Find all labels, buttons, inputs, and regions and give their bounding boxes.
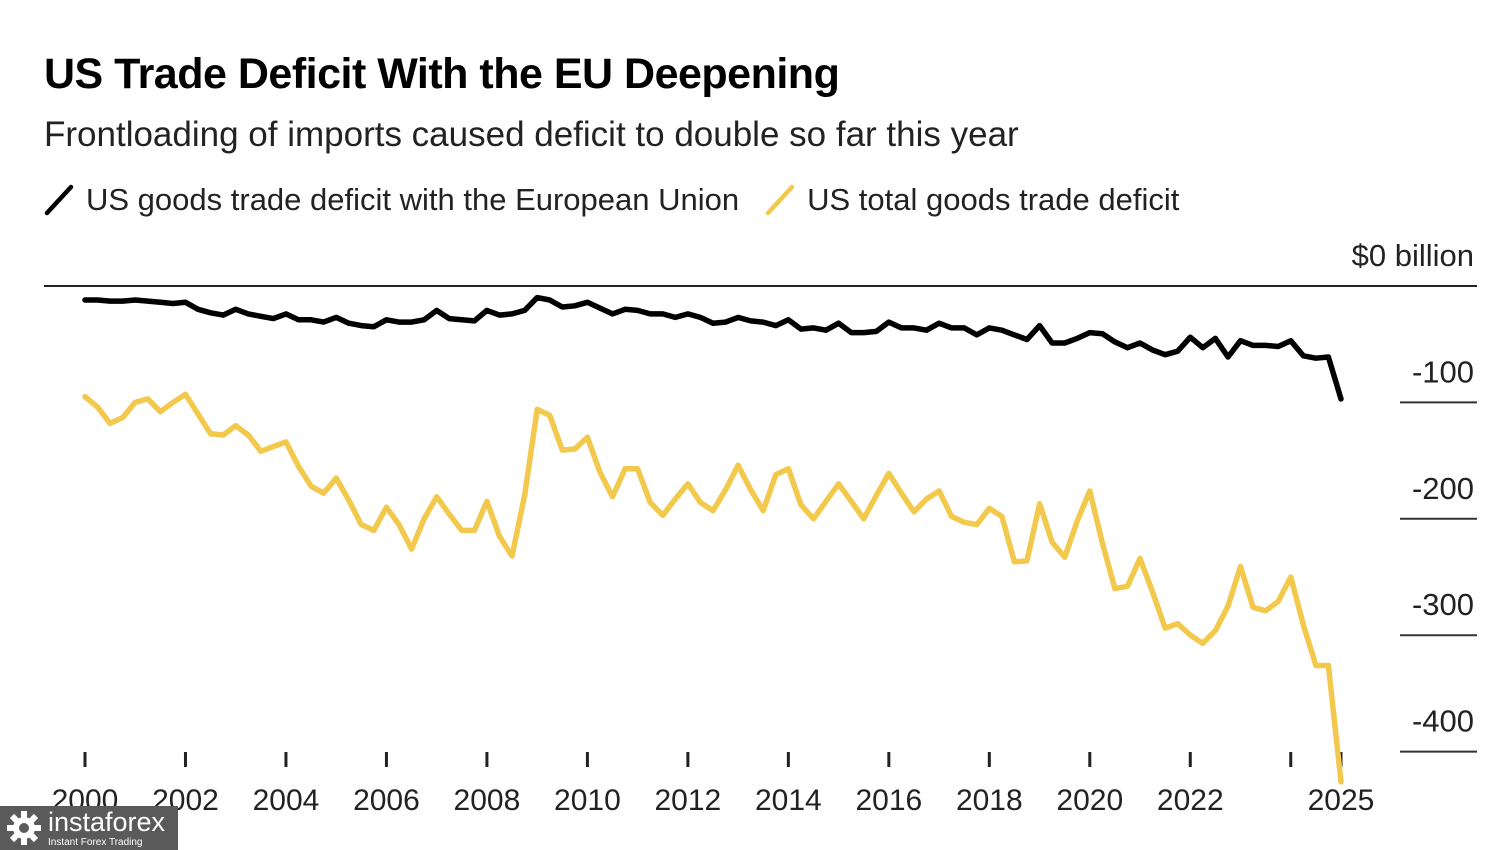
legend: US goods trade deficit with the European…: [44, 180, 1205, 220]
x-tick-label: 2012: [655, 784, 722, 817]
y-tick-label: $0 billion: [1352, 238, 1474, 273]
x-tick-label: 2014: [755, 784, 822, 817]
x-tick-label: 2018: [956, 784, 1023, 817]
legend-label-total: US total goods trade deficit: [807, 182, 1180, 217]
legend-item-eu: US goods trade deficit with the European…: [44, 180, 739, 220]
x-tick-label: 2008: [454, 784, 521, 817]
x-tick-label: 2006: [353, 784, 420, 817]
x-tick-label: 2022: [1157, 784, 1224, 817]
chart-title: US Trade Deficit With the EU Deepening: [44, 50, 840, 98]
y-tick-label: -200: [1412, 471, 1474, 506]
x-tick-label: 2020: [1056, 784, 1123, 817]
y-tick-label: -400: [1412, 704, 1474, 739]
series-line-total-deficit: [82, 391, 1344, 785]
series-line-eu-deficit: [82, 294, 1344, 402]
y-tick-label: -300: [1412, 587, 1474, 622]
chart-subtitle: Frontloading of imports caused deficit t…: [44, 115, 1019, 154]
y-tick-label: -100: [1412, 354, 1474, 389]
legend-label-eu: US goods trade deficit with the European…: [86, 182, 740, 217]
x-tick-label: 2004: [253, 784, 320, 817]
watermark-tagline: Instant Forex Trading: [48, 836, 143, 848]
x-tick-label: 2010: [554, 784, 621, 817]
legend-item-total: US total goods trade deficit: [765, 180, 1179, 220]
x-tick-label: 2016: [855, 784, 922, 817]
x-tick-label: 2025: [1308, 784, 1375, 817]
legend-swatch-eu: [44, 184, 74, 216]
instaforex-watermark: instaforex Instant Forex Trading: [0, 806, 178, 850]
legend-swatch-total: [765, 184, 795, 216]
watermark-name: instaforex: [48, 806, 166, 837]
gear-logo-icon: [7, 811, 41, 845]
